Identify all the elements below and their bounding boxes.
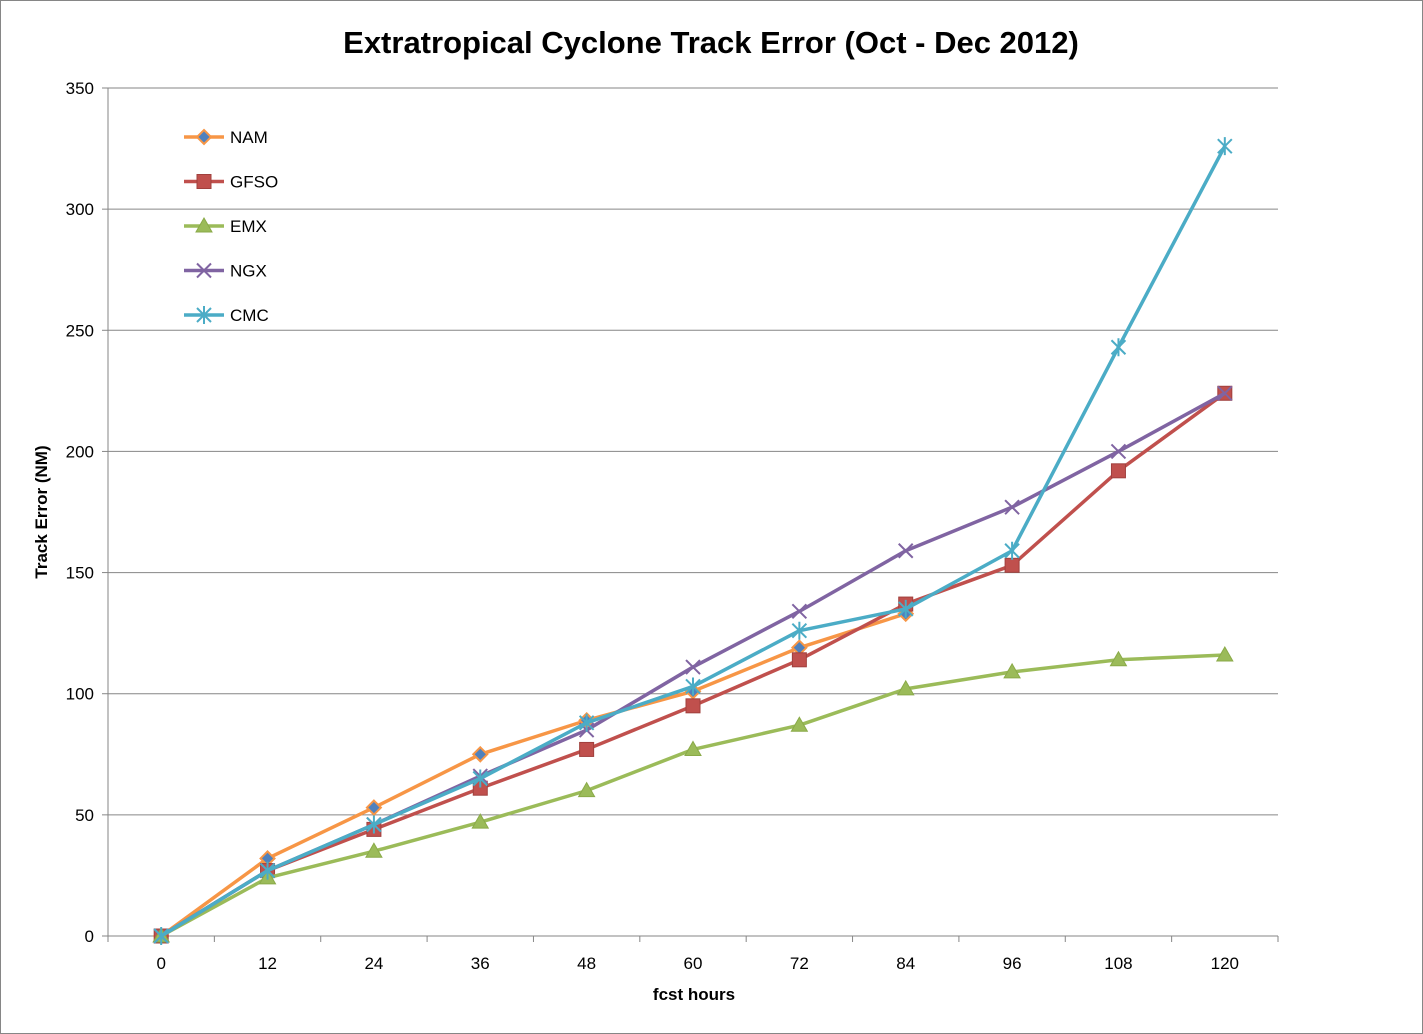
data-point-gfso-72 (791, 652, 807, 668)
data-point-cmc-120 (1217, 137, 1233, 156)
legend-label-gfso: GFSO (230, 173, 278, 192)
data-point-cmc-48 (578, 713, 595, 732)
data-point-cmc-96 (1004, 541, 1020, 560)
legend-label-emx: EMX (230, 217, 267, 236)
x-tick-label-12: 12 (258, 954, 277, 973)
series-line-nam (160, 612, 907, 938)
data-point-ngx-84 (898, 543, 914, 559)
data-point-ngx-96 (1004, 499, 1020, 515)
series-emx (152, 645, 1234, 943)
data-point-ngx-72 (791, 603, 808, 620)
legend-marker-ngx (196, 262, 212, 279)
data-point-ngx-108 (1110, 443, 1127, 460)
x-tick-label-96: 96 (1003, 954, 1022, 973)
legend-item-nam: NAM (184, 128, 268, 147)
series-cmc (153, 137, 1233, 945)
data-point-cmc-24 (366, 815, 382, 834)
x-axis-title: fcst hours (653, 985, 735, 1004)
y-tick-label-0: 0 (85, 927, 94, 946)
data-point-emx-48 (577, 781, 596, 798)
data-point-ngx-60 (685, 659, 701, 675)
series-group (152, 137, 1234, 945)
legend-item-cmc: CMC (184, 306, 269, 325)
chart-title: Extratropical Cyclone Track Error (Oct -… (343, 25, 1079, 60)
legend: NAM GFSO EMX NGX CMC (184, 128, 278, 325)
data-point-cmc-12 (259, 861, 276, 880)
data-point-cmc-72 (791, 621, 808, 640)
x-tick-label-72: 72 (790, 954, 809, 973)
x-tick-label-24: 24 (364, 954, 383, 973)
legend-marker-nam (195, 128, 213, 146)
y-axis-ticks: 0 50 100 150 200 250 300 350 (66, 79, 108, 946)
data-point-emx-84 (896, 679, 915, 696)
data-point-cmc-108 (1110, 338, 1127, 357)
x-tick-label-60: 60 (684, 954, 703, 973)
y-tick-label-300: 300 (66, 200, 94, 219)
legend-marker-gfso (196, 174, 212, 189)
y-axis-title: Track Error (NM) (32, 445, 51, 578)
data-point-emx-120 (1215, 645, 1234, 662)
legend-item-emx: EMX (184, 216, 267, 236)
legend-item-ngx: NGX (184, 262, 267, 281)
y-tick-label-250: 250 (66, 321, 94, 340)
data-point-emx-108 (1109, 650, 1128, 667)
x-tick-label-84: 84 (896, 954, 915, 973)
x-tick-label-36: 36 (471, 954, 490, 973)
x-tick-label-120: 120 (1211, 954, 1239, 973)
data-point-gfso-108 (1110, 463, 1126, 479)
legend-label-ngx: NGX (230, 262, 267, 281)
y-tick-label-350: 350 (66, 79, 94, 98)
legend-label-nam: NAM (230, 128, 268, 147)
data-point-nam-24 (365, 799, 383, 817)
y-tick-label-50: 50 (75, 806, 94, 825)
data-point-nam-36 (471, 745, 489, 763)
data-point-cmc-36 (472, 769, 488, 788)
data-point-cmc-0 (153, 927, 169, 945)
data-point-emx-24 (365, 842, 383, 858)
data-point-cmc-84 (898, 599, 914, 618)
legend-label-cmc: CMC (230, 306, 269, 325)
x-tick-label-0: 0 (156, 954, 165, 973)
axes (107, 88, 1278, 937)
data-point-emx-72 (790, 716, 809, 732)
legend-marker-cmc (196, 306, 212, 324)
series-line-cmc (160, 145, 1227, 938)
legend-item-gfso: GFSO (184, 173, 278, 192)
data-point-cmc-60 (685, 677, 701, 696)
y-tick-label-200: 200 (66, 442, 94, 461)
x-tick-label-48: 48 (577, 954, 596, 973)
data-point-emx-60 (684, 740, 702, 756)
x-tick-label-108: 108 (1104, 954, 1132, 973)
data-point-gfso-60 (685, 698, 701, 714)
data-point-gfso-96 (1004, 557, 1020, 573)
y-tick-label-150: 150 (66, 564, 94, 583)
data-point-emx-36 (471, 813, 490, 829)
data-point-emx-96 (1003, 662, 1021, 679)
x-axis-ticks: 0 12 24 36 48 60 72 84 96 108 120 (107, 936, 1279, 973)
data-point-ngx-120 (1217, 385, 1233, 401)
gridlines (108, 87, 1278, 816)
legend-marker-emx (195, 216, 213, 233)
y-tick-label-100: 100 (66, 685, 94, 704)
data-point-gfso-48 (579, 741, 595, 757)
